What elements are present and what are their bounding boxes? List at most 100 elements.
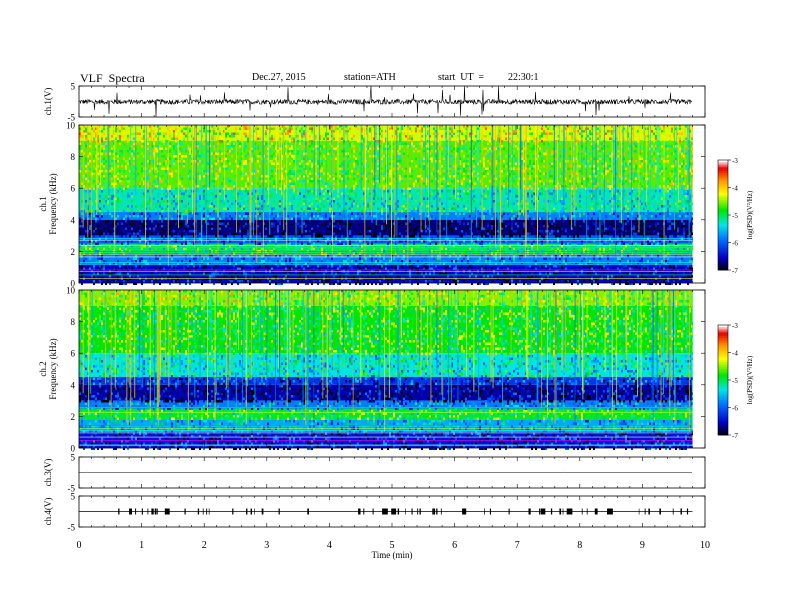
ch4-burst: [417, 508, 419, 515]
ch2-spectrogram-colorbar-tick: -5: [732, 377, 738, 385]
ch1-waveform-ylabel: ch.1(V): [43, 88, 53, 116]
ch4-burst: [130, 508, 132, 515]
ch4-burst: [118, 508, 120, 515]
ch4-burst: [432, 508, 433, 515]
ch4-burst: [581, 508, 583, 515]
start-ut-label: start UT =: [438, 72, 485, 83]
ch1-spectrogram-colorbar-tick: -6: [732, 240, 738, 248]
ch3-waveform-ylabel: ch.3(V): [43, 459, 53, 487]
ch2-spectrogram-ytick-label: 2: [71, 412, 76, 422]
date-label: Dec.27, 2015: [252, 72, 306, 83]
ch4-burst: [147, 508, 149, 515]
ch1-spectrogram-ytick-label: 4: [71, 215, 76, 225]
ch4-burst: [197, 508, 200, 515]
start-ut-value: 22:30:1: [508, 72, 539, 83]
ch4-burst: [434, 508, 436, 515]
x-tick-label: 6: [452, 540, 457, 551]
chart-title: VLF Spectra: [80, 71, 145, 85]
x-tick-label: 1: [139, 540, 144, 551]
ch4-burst: [644, 508, 646, 515]
x-tick-label: 2: [202, 540, 207, 551]
ch4-burst: [540, 508, 546, 515]
ch4-burst: [363, 508, 365, 515]
ch3-trace: [78, 471, 693, 474]
ch1-spectrogram-colorbar-tick: -3: [732, 157, 738, 165]
ch4-burst: [208, 508, 210, 515]
ch4-burst: [250, 508, 252, 515]
ch4-burst: [151, 508, 154, 515]
x-tick-label: 4: [327, 540, 332, 551]
ch4-burst: [164, 508, 166, 515]
ch2-spectrogram-heatmap: [79, 290, 693, 450]
ch4-burst: [648, 508, 650, 515]
ch4-waveform-ylabel: ch.4(V): [43, 498, 53, 526]
ch1-waveform-ytick-label: -5: [68, 113, 76, 123]
ch4-burst: [638, 508, 640, 515]
ch1-spectrogram-colorbar-tick: -5: [732, 212, 738, 220]
ch4-burst: [232, 508, 234, 515]
ch4-burst: [168, 508, 170, 515]
ch4-burst: [358, 508, 361, 515]
ch2-spectrogram-ytick-label: 8: [71, 317, 76, 327]
ch4-burst: [672, 508, 674, 515]
ch4-burst: [382, 508, 388, 515]
ch1-spectrogram-band: [79, 211, 693, 220]
ch2-spectrogram-ytick-label: 4: [71, 380, 76, 390]
ch4-burst: [562, 508, 564, 515]
ch2-spectrogram-band: [79, 305, 693, 354]
ch4-burst: [372, 508, 374, 515]
x-tick-label: 3: [264, 540, 269, 551]
ch1-spectrogram-ytick-label: 8: [71, 152, 76, 162]
ch4-burst: [254, 508, 255, 515]
ch4-burst: [154, 508, 157, 515]
ch2-spectrogram-band: [79, 376, 693, 385]
ch1-spectrogram-ytick-label: 0: [71, 279, 76, 289]
ch4-burst: [436, 508, 438, 515]
ch1-spectrogram-colorbar-label: log(PSD)(V²/Hz): [746, 190, 754, 239]
ch1-spectrogram-ytick-label: 10: [66, 121, 76, 131]
ch1-spectrogram-ytick-label: 2: [71, 247, 76, 257]
ch4-burst: [608, 508, 613, 515]
ch1-waveform-ytick-label: 5: [71, 82, 76, 92]
ch2-spectrogram-colorbar-tick: -6: [732, 405, 738, 413]
ch1-waveform-trace: [78, 85, 693, 118]
ch4-burst: [539, 508, 541, 515]
ch4-waveform-ytick-label: -5: [68, 523, 76, 533]
ch4-burst: [528, 508, 531, 515]
ch4-burst: [156, 508, 158, 515]
ch4-burst: [659, 508, 661, 515]
ch4-burst: [529, 508, 531, 515]
x-tick-label: 8: [577, 540, 582, 551]
ch2-spectrogram-colorbar: [717, 324, 731, 436]
ch4-burst: [278, 508, 280, 515]
ch1-spectrogram-ylabel: ch.1 Frequency (kHz): [38, 173, 58, 234]
ch4-burst: [680, 508, 682, 515]
ch4-burst: [586, 508, 588, 515]
ch4-burst: [489, 508, 491, 515]
ch4-burst: [440, 508, 442, 515]
ch2-spectrogram-ylabel: ch.2 Frequency (kHz): [38, 338, 58, 399]
ch1-spectrogram-ytick-label: 6: [71, 184, 76, 194]
ch4-burst: [550, 508, 553, 515]
ch1-spectrogram-colorbar-tick: -7: [732, 267, 738, 275]
ch4-waveform-ytick-label: 5: [71, 492, 76, 502]
ch4-burst: [246, 508, 248, 515]
ch2-spectrogram-ytick-label: 0: [71, 444, 76, 454]
ch4-burst: [567, 508, 573, 515]
ch4-burst: [206, 508, 208, 515]
ch4-burst: [594, 508, 598, 515]
ch4-burst: [566, 508, 568, 515]
ch1-spectrogram-heatmap: [79, 125, 693, 285]
ch1-spectrogram-colorbar-tick: -4: [732, 185, 738, 193]
ch4-burst: [686, 508, 689, 515]
ch4-burst: [202, 508, 204, 515]
ch2-spectrogram-band: [79, 400, 693, 409]
ch4-burst: [391, 508, 397, 515]
ch4-burst: [433, 508, 434, 515]
x-tick-label: 10: [700, 540, 710, 551]
ch4-burst: [397, 508, 400, 515]
x-tick-label: 0: [77, 540, 82, 551]
x-tick-label: 7: [515, 540, 520, 551]
ch2-spectrogram-ytick-label: 6: [71, 349, 76, 359]
